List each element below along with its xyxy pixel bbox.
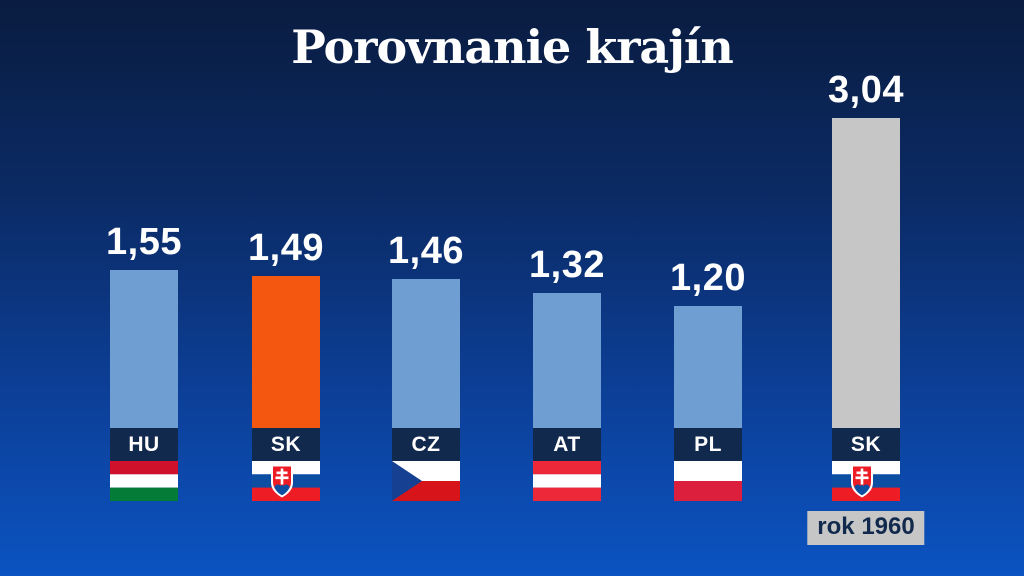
bar-rect	[110, 270, 178, 428]
bar-group-at-3: 1,32 AT	[529, 246, 604, 501]
flag-sk-icon	[832, 461, 900, 501]
bar-country-code: AT	[533, 428, 601, 461]
bar-rect	[392, 279, 460, 428]
bar-value-label: 1,49	[248, 227, 324, 269]
flag-at-icon	[533, 461, 601, 501]
bar-value-label: 1,20	[670, 257, 746, 299]
bar-rect	[832, 118, 900, 428]
bar-group-hu-0: 1,55 HU	[106, 223, 181, 501]
bar-rect	[533, 293, 601, 428]
bar-value-label: 1,32	[529, 244, 605, 286]
bar-value-label: 1,46	[388, 230, 464, 272]
bar-group-sk-1: 1,49 SK	[248, 229, 323, 501]
chart-title: Porovnanie krajín	[291, 20, 734, 74]
flag-pl-icon	[674, 461, 742, 501]
bar-country-code: CZ	[392, 428, 460, 461]
bar-value-label: 1,55	[106, 221, 182, 263]
bar-group-sk-5: 3,04 SK rok 1960	[807, 71, 925, 545]
bar-country-code: SK	[832, 428, 900, 461]
bar-rect	[252, 276, 320, 428]
bar-rect	[674, 306, 742, 428]
bar-value-label: 3,04	[828, 69, 904, 111]
bar-country-code: PL	[674, 428, 742, 461]
flag-hu-icon	[110, 461, 178, 501]
bar-country-code: SK	[252, 428, 320, 461]
bar-note-badge: rok 1960	[807, 511, 925, 545]
flag-cz-icon	[392, 461, 460, 501]
flag-sk-icon	[252, 461, 320, 501]
bar-group-cz-2: 1,46 CZ	[388, 232, 463, 501]
bar-country-code: HU	[110, 428, 178, 461]
bar-group-pl-4: 1,20 PL	[670, 259, 745, 501]
